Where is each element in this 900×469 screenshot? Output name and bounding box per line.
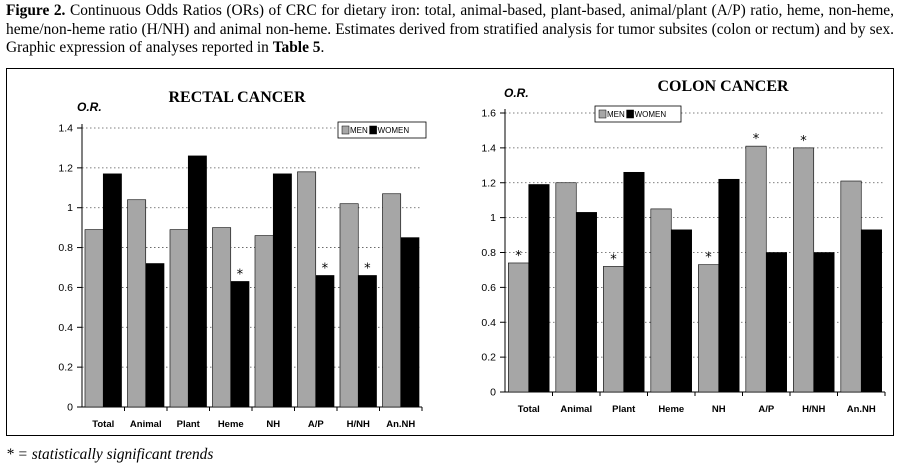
rectal-x-tick-label-h-nh: H/NH — [347, 419, 370, 430]
rectal-y-tick-label: 1.4 — [58, 123, 73, 135]
rectal-significance-star: * — [364, 261, 371, 276]
colon-y-tick-label: 0.4 — [481, 317, 496, 329]
rectal-significance-star: * — [237, 267, 244, 282]
rectal-x-tick-label-plant: Plant — [177, 419, 201, 430]
rectal-bar-men-nh — [254, 235, 274, 408]
colon-bar-women-plant — [623, 171, 645, 393]
colon-significance-star: * — [753, 132, 760, 147]
colon-x-tick-label-nh: NH — [712, 404, 726, 415]
rectal-significance-star: * — [322, 261, 329, 276]
rectal-x-tick-label-total: Total — [92, 419, 114, 430]
rectal-bar-men-total — [84, 229, 104, 408]
colon-legend-swatch-men — [598, 109, 607, 119]
colon-legend-label-men: MEN — [607, 110, 625, 119]
rectal-x-tick-label-animal: Animal — [130, 419, 162, 430]
colon-legend-label-women: WOMEN — [635, 110, 667, 119]
figure-box: RECTAL CANCER O.R. 0 0.2 0.4 0.6 0.8 1 1.2 1.4 Tot… — [6, 68, 894, 436]
colon-x-tick-label-a-p: A/P — [758, 404, 775, 415]
colon-bar-women-heme — [670, 229, 692, 393]
colon-x-tick-label-h-nh: H/NH — [802, 404, 825, 415]
rectal-y-tick-label: 1.2 — [58, 162, 73, 174]
rectal-bar-men-an-nh — [382, 193, 402, 408]
rectal-legend-swatch-men — [341, 125, 350, 135]
rectal-legend-label-women: WOMEN — [378, 126, 410, 135]
caption-text: Continuous Odds Ratios (ORs) of CRC for … — [6, 2, 894, 56]
rectal-bar-women-plant — [187, 155, 207, 408]
colon-cancer-chart: COLON CANCER O.R. 0 0.2 0.4 0.6 0.8 1 1.2 1.4 1.6 T… — [481, 78, 886, 415]
colon-bar-men-an-nh — [840, 180, 862, 393]
rectal-chart-title: RECTAL CANCER — [168, 89, 306, 106]
rectal-bar-women-animal — [145, 263, 165, 408]
colon-y-tick-label: 1.4 — [481, 142, 496, 154]
rectal-bar-women-nh — [272, 173, 292, 408]
colon-bar-women-h-nh — [813, 252, 835, 393]
colon-bar-women-a-p — [765, 252, 787, 393]
colon-bar-men-heme — [650, 208, 672, 393]
rectal-y-tick-label: 0 — [67, 402, 73, 414]
colon-chart-title: COLON CANCER — [657, 78, 789, 95]
colon-bar-men-animal — [555, 182, 577, 393]
rectal-bar-women-total — [102, 173, 122, 408]
figure-label: Figure 2. — [6, 2, 66, 19]
footnote: * = statistically significant trends — [6, 446, 214, 463]
colon-bar-men-nh — [698, 264, 720, 393]
rectal-y-tick-label: 1 — [67, 202, 73, 214]
colon-bar-women-nh — [718, 178, 740, 393]
rectal-y-axis-label: O.R. — [77, 100, 102, 114]
caption-end: . — [320, 39, 325, 56]
colon-significance-star: * — [515, 249, 522, 264]
colon-y-tick-label: 0 — [490, 387, 496, 399]
rectal-bar-men-animal — [127, 199, 147, 408]
rectal-x-tick-label-an-nh: An.NH — [386, 419, 415, 430]
colon-bar-women-an-nh — [860, 229, 882, 393]
colon-bar-men-plant — [603, 266, 625, 393]
rectal-bar-men-h-nh — [339, 203, 359, 408]
colon-significance-star: * — [610, 252, 617, 267]
colon-bar-men-h-nh — [793, 147, 815, 393]
rectal-legend-swatch-women — [369, 125, 377, 135]
rectal-bar-men-a-p — [297, 171, 317, 408]
rectal-y-tick-label: 0.4 — [58, 322, 73, 334]
colon-y-axis-label: O.R. — [504, 86, 529, 100]
colon-legend-swatch-women — [626, 109, 634, 119]
colon-significance-star: * — [705, 251, 712, 266]
colon-y-tick-label: 0.8 — [481, 247, 496, 259]
colon-bar-women-animal — [575, 212, 597, 393]
colon-bar-women-total — [528, 184, 550, 393]
rectal-y-tick-label: 0.8 — [58, 242, 73, 254]
rectal-bar-women-heme — [230, 281, 250, 408]
colon-x-tick-label-animal: Animal — [560, 404, 592, 415]
colon-legend-box — [594, 105, 682, 123]
rectal-bar-women-h-nh — [357, 275, 377, 408]
rectal-bar-women-a-p — [315, 275, 335, 408]
figure-caption: Figure 2. Continuous Odds Ratios (ORs) o… — [6, 2, 894, 58]
colon-y-tick-label: 1.2 — [481, 177, 496, 189]
colon-y-tick-label: 1.6 — [481, 108, 496, 120]
rectal-x-tick-label-nh: NH — [266, 419, 280, 430]
colon-y-tick-label: 0.6 — [481, 282, 496, 294]
colon-significance-star: * — [800, 134, 807, 149]
rectal-bar-women-an-nh — [400, 237, 420, 408]
caption-table-ref: Table 5 — [272, 39, 321, 56]
colon-x-tick-label-an-nh: An.NH — [847, 404, 876, 415]
rectal-legend-label-men: MEN — [350, 126, 368, 135]
rectal-y-tick-label: 0.2 — [58, 362, 73, 374]
colon-bar-men-a-p — [745, 145, 767, 393]
colon-bar-men-total — [508, 262, 530, 393]
colon-y-tick-label: 0.2 — [481, 352, 496, 364]
colon-y-tick-label: 1 — [490, 212, 496, 224]
colon-x-tick-label-heme: Heme — [658, 404, 684, 415]
rectal-legend-box — [337, 121, 427, 139]
colon-legend: MEN WOMEN — [594, 105, 682, 123]
rectal-legend: MEN WOMEN — [337, 121, 427, 139]
rectal-bar-men-plant — [169, 229, 189, 408]
rectal-x-tick-label-a-p: A/P — [308, 419, 325, 430]
rectal-y-tick-label: 0.6 — [58, 282, 73, 294]
colon-x-tick-label-total: Total — [518, 404, 540, 415]
rectal-x-tick-label-heme: Heme — [218, 419, 244, 430]
colon-x-tick-label-plant: Plant — [612, 404, 636, 415]
rectal-bar-men-heme — [212, 227, 232, 408]
rectal-cancer-chart: RECTAL CANCER O.R. 0 0.2 0.4 0.6 0.8 1 1.2 1.4 Tot… — [58, 89, 427, 430]
